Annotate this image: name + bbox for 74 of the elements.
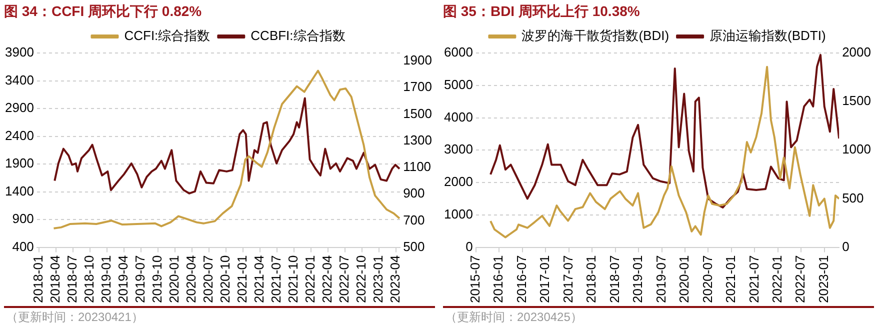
x-tick-label: 2022-01 [302,255,318,304]
legend-label: CCFI:综合指数 [124,28,210,44]
x-tick-label: 2016-07 [514,255,529,304]
y2-tick-label: 0 [842,238,850,254]
x-tick-label: 2021-01 [234,255,250,304]
x-tick-label: 2021-07 [268,255,284,304]
y-tick-label: 900 [12,211,34,226]
x-tick-label: 2018-01 [584,255,599,304]
x-tick-label: 2022-01 [769,255,784,304]
x-tick-label: 2017-01 [537,255,552,304]
y2-tick-label: 1500 [842,93,871,108]
x-tick-label: 2020-04 [184,255,199,304]
x-tick-label: 2019-01 [98,255,114,304]
y-tick-label: 0 [466,238,473,254]
y2-tick-label: 700 [403,212,425,228]
y-tick-label: 1400 [5,183,34,198]
x-tick-label: 2019-07 [132,255,148,304]
chart-title: 图 34：CCFI 周环比下行 0.82% [3,2,203,21]
legend-label: 原油运输指数(BDTI) [710,28,826,44]
x-tick-label: 2019-10 [150,255,165,304]
y2-tick-label: 500 [403,238,425,254]
y-tick-label: 4000 [444,109,473,124]
y-tick-label: 3900 [5,44,34,60]
y-tick-label: 2000 [444,174,473,190]
x-tick-label: 2023-01 [816,255,831,304]
y2-tick-label: 900 [403,186,425,201]
x-tick-label: 2020-10 [218,255,233,304]
y2-tick-label: 1900 [403,52,432,68]
x-tick-label: 2021-04 [252,255,267,304]
x-tick-label: 2021-10 [286,255,301,304]
x-tick-label: 2020-07 [700,255,715,304]
y-tick-label: 2400 [5,128,34,143]
x-tick-label: 2022-07 [792,255,808,304]
x-tick-label: 2021-01 [723,255,738,304]
x-tick-label: 2018-07 [606,255,622,304]
y2-tick-label: 1500 [403,106,432,121]
x-tick-label: 2023-04 [388,255,403,304]
x-tick-label: 2022-10 [354,255,369,304]
y2-tick-label: 1000 [842,142,871,157]
y-tick-label: 3000 [444,142,473,157]
x-tick-label: 2016-01 [490,255,506,304]
x-tick-label: 2023-01 [370,255,386,304]
x-tick-label: 2018-01 [30,255,46,304]
y-tick-label: 6000 [444,44,473,60]
y-tick-label: 2900 [5,100,34,116]
x-tick-label: 2017-07 [560,255,576,304]
y2-tick-label: 1300 [403,132,432,148]
x-tick-label: 2018-07 [64,255,80,304]
y-tick-label: 400 [12,238,34,254]
legend-label: CCBFI:综合指数 [250,28,346,44]
y-tick-label: 1900 [5,156,34,171]
x-tick-label: 2021-07 [746,255,762,304]
y2-tick-label: 1700 [403,79,432,94]
x-tick-label: 2015-07 [468,255,482,304]
x-tick-label: 2018-10 [82,255,97,304]
x-tick-label: 2019-01 [630,255,646,304]
legend-label: 波罗的海干散货指数(BDI) [522,28,670,44]
x-tick-label: 2020-07 [200,255,216,304]
y-tick-label: 5000 [444,76,473,92]
x-tick-label: 2018-04 [48,255,63,304]
x-tick-label: 2020-01 [676,255,692,304]
y-tick-label: 1000 [444,206,473,222]
y2-tick-label: 500 [842,190,864,206]
x-tick-label: 2020-01 [166,255,182,304]
x-tick-label: 2019-07 [653,255,668,304]
x-tick-label: 2022-07 [336,255,352,304]
chart-title: 图 35：BDI 周环比上行 10.38% [442,2,641,21]
x-tick-label: 2019-04 [116,255,131,304]
y2-tick-label: 2000 [842,44,871,60]
text: （更新时间：20230425） [443,306,874,326]
y2-tick-label: 1100 [403,159,432,174]
x-tick-label: 2022-04 [320,255,335,304]
y-tick-label: 3400 [5,72,34,88]
text: （更新时间：20230421） [4,306,435,326]
